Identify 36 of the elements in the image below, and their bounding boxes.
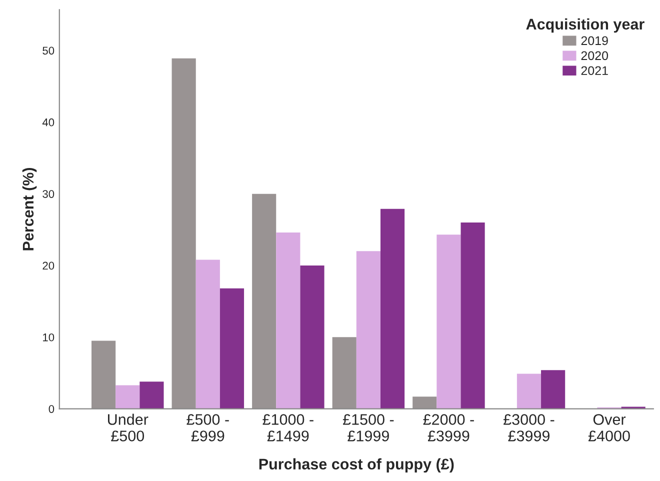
y-tick-label: 50 bbox=[42, 46, 54, 55]
bar bbox=[276, 232, 300, 409]
bar bbox=[252, 194, 276, 409]
y-tick-label: 30 bbox=[42, 190, 54, 198]
x-tick-label: Over £4000 bbox=[588, 414, 630, 442]
x-axis-title: Purchase cost of puppy (£) bbox=[259, 458, 454, 473]
y-tick-label: 10 bbox=[43, 333, 54, 342]
x-tick-label: £1500 - £1999 bbox=[342, 414, 394, 442]
bar bbox=[412, 396, 437, 409]
bar bbox=[460, 222, 485, 409]
y-tick-label: 20 bbox=[42, 262, 54, 270]
bar bbox=[356, 251, 380, 409]
bar bbox=[172, 58, 196, 409]
y-tick-label: 0 bbox=[48, 405, 54, 413]
legend-label: 2021 bbox=[581, 66, 608, 76]
bar bbox=[300, 266, 324, 409]
x-tick-label: £500 - £999 bbox=[186, 414, 229, 442]
bar bbox=[541, 370, 566, 409]
bar bbox=[380, 208, 405, 409]
x-tick-label: £1000 - £1499 bbox=[262, 414, 314, 442]
bar bbox=[116, 385, 140, 409]
legend-label: 2019 bbox=[581, 36, 608, 46]
y-axis-title: Percent (%) bbox=[22, 168, 37, 250]
y-tick-label: 40 bbox=[42, 118, 54, 126]
x-tick-label: Under £500 bbox=[108, 414, 148, 442]
bar bbox=[140, 382, 164, 409]
x-tick-label: £3000 - £3999 bbox=[504, 414, 554, 442]
bar bbox=[332, 337, 356, 409]
bar bbox=[436, 234, 461, 409]
bar bbox=[196, 260, 220, 409]
legend-label: 2020 bbox=[581, 51, 608, 60]
legend-title: Acquisition year bbox=[526, 18, 644, 33]
x-tick-label: £2000 - £3999 bbox=[423, 414, 474, 442]
bar bbox=[220, 288, 244, 409]
bar bbox=[92, 340, 116, 409]
bar bbox=[516, 374, 542, 409]
